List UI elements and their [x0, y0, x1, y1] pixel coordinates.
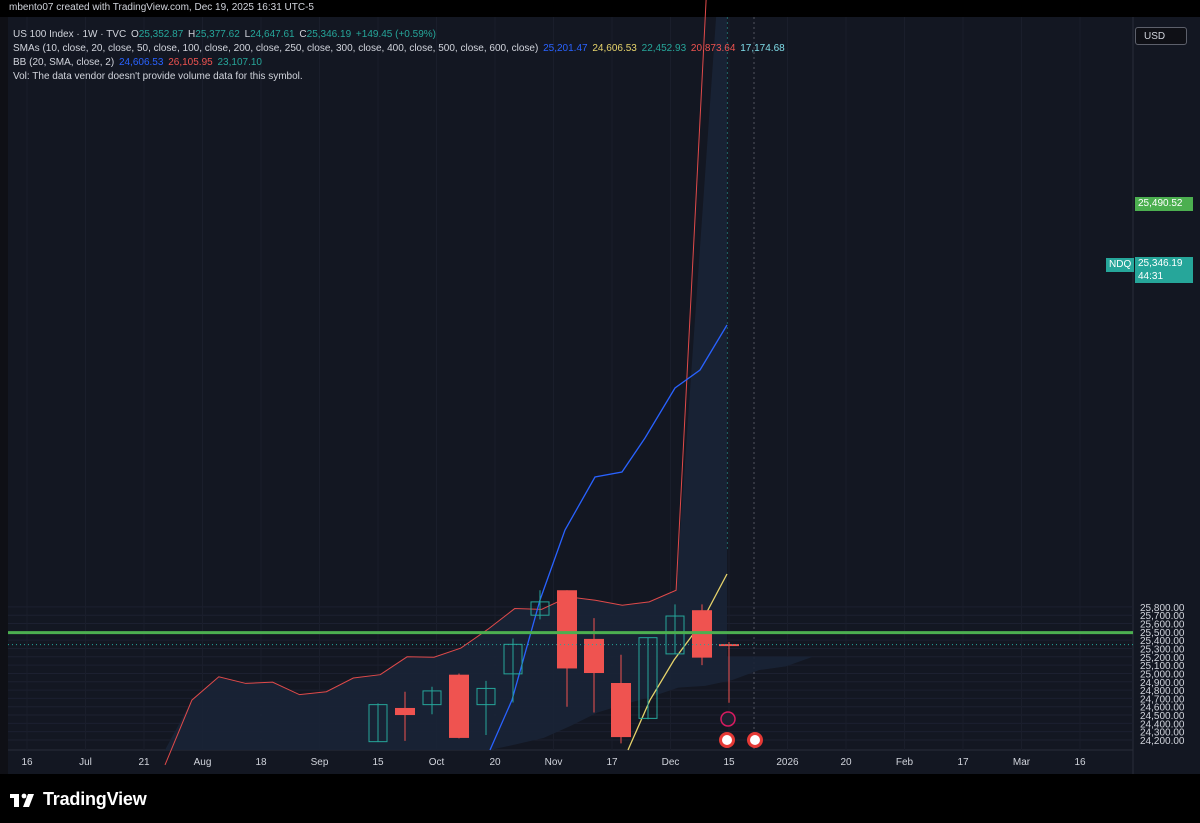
low-value: 24,647.61 [250, 29, 295, 40]
y-tick-label: 25,100.00 [1140, 661, 1185, 672]
sma-label[interactable]: SMAs (10, close, 20, close, 50, close, 1… [13, 43, 539, 54]
y-tick-label: 24,700.00 [1140, 694, 1185, 705]
bollinger-upper-line [164, 0, 707, 766]
us-flag-event-icon-inner [722, 735, 732, 745]
candle-body [665, 615, 685, 655]
bb-upper-value: 26,105.95 [168, 57, 213, 68]
level-price-label: 25,490.52 [1135, 197, 1193, 211]
bb-lower-value: 23,107.10 [217, 57, 263, 68]
x-tick-label: Oct [429, 757, 445, 768]
x-tick-label: 16 [1074, 757, 1086, 768]
sma-value-3: 22,452.93 [641, 43, 687, 54]
x-tick-label: Nov [545, 757, 563, 768]
y-tick-label: 25,500.00 [1140, 628, 1185, 639]
candle-body [584, 638, 604, 674]
legend-bb: BB (20, SMA, close, 2) 24,606.53 26,105.… [13, 57, 264, 68]
sma10-line [489, 324, 728, 751]
us-flag-event-icon-inner [750, 735, 760, 745]
ticker-label: NDQ [1106, 258, 1135, 272]
volume-label[interactable]: Vol: The data vendor doesn't provide vol… [13, 71, 303, 82]
symbol-title[interactable]: US 100 Index · 1W · TVC [13, 29, 127, 40]
x-tick-label: Jul [79, 757, 92, 768]
candle-body [611, 683, 631, 738]
x-tick-label: 17 [606, 757, 618, 768]
x-tick-label: 15 [723, 757, 735, 768]
y-tick-label: 24,200.00 [1140, 736, 1185, 747]
y-tick-label: 24,600.00 [1140, 703, 1185, 714]
tradingview-logo[interactable]: TradingView [10, 789, 147, 810]
candle-body [395, 707, 415, 716]
sma20-line [627, 573, 728, 751]
legend-smas: SMAs (10, close, 20, close, 50, close, 1… [13, 43, 787, 54]
y-tick-label: 25,700.00 [1140, 611, 1185, 622]
currency-button[interactable]: USD [1135, 27, 1187, 45]
open-value: 25,352.87 [138, 29, 184, 40]
y-tick-label: 24,800.00 [1140, 686, 1185, 697]
countdown-label: 44:31 [1135, 270, 1193, 283]
x-tick-label: Aug [194, 757, 212, 768]
y-tick-label: 25,400.00 [1140, 636, 1185, 647]
y-tick-label: 24,400.00 [1140, 719, 1185, 730]
y-tick-label: 25,800.00 [1140, 603, 1185, 614]
candle-body [530, 601, 550, 616]
high-label: H [188, 29, 196, 40]
close-value: 25,346.19 [306, 29, 352, 40]
candle-body [368, 704, 388, 743]
time-axis [8, 750, 1133, 774]
change-value: +149.45 (+0.59%) [355, 29, 436, 40]
tradingview-logo-text: TradingView [43, 789, 147, 809]
dividend-event-icon [720, 711, 736, 727]
y-tick-label: 24,500.00 [1140, 711, 1185, 722]
x-tick-label: 2026 [776, 757, 799, 768]
close-label: C [299, 29, 307, 40]
x-tick-label: 20 [840, 757, 852, 768]
sma-value-5: 17,174.68 [740, 43, 785, 54]
x-tick-label: 15 [372, 757, 384, 768]
y-tick-label: 25,200.00 [1140, 653, 1185, 664]
x-tick-label: Mar [1013, 757, 1031, 768]
price-axis [1133, 17, 1200, 774]
sma-value-2: 24,606.53 [592, 43, 637, 54]
y-tick-label: 25,600.00 [1140, 620, 1185, 631]
legend-ohlc: US 100 Index · 1W · TVC O25,352.87 H25,3… [13, 29, 438, 40]
y-tick-label: 24,300.00 [1140, 728, 1185, 739]
x-tick-label: 16 [21, 757, 33, 768]
x-tick-label: Feb [896, 757, 914, 768]
x-tick-label: 21 [138, 757, 150, 768]
sma-value-4: 20,873.64 [690, 43, 736, 54]
x-tick-label: 20 [489, 757, 501, 768]
x-tick-label: Sep [311, 757, 329, 768]
legend-volume: Vol: The data vendor doesn't provide vol… [13, 71, 305, 82]
x-tick-label: 17 [957, 757, 969, 768]
attribution-bar: mbento07 created with TradingView.com, D… [0, 0, 1200, 17]
x-tick-label: 18 [255, 757, 267, 768]
candle-body [422, 690, 442, 706]
y-tick-label: 24,900.00 [1140, 678, 1185, 689]
low-label: L [244, 29, 251, 40]
x-tick-label: Dec [662, 757, 680, 768]
y-tick-label: 25,000.00 [1140, 669, 1185, 680]
last-price-label: 25,346.19 [1135, 257, 1193, 270]
high-value: 25,377.62 [195, 29, 240, 40]
sma-value-1: 25,201.47 [543, 43, 588, 54]
candle-body [449, 674, 469, 738]
footer-bar [0, 774, 1200, 823]
candle-body [557, 590, 577, 669]
y-tick-label: 25,300.00 [1140, 644, 1185, 655]
open-label: O [130, 29, 139, 40]
candle-body [638, 637, 658, 719]
bb-label[interactable]: BB (20, SMA, close, 2) [13, 57, 115, 68]
attribution-text: mbento07 created with TradingView.com, D… [9, 2, 314, 13]
tradingview-logo-icon [10, 793, 34, 807]
bb-basis-value: 24,606.53 [118, 57, 164, 68]
candle-body [476, 687, 496, 706]
